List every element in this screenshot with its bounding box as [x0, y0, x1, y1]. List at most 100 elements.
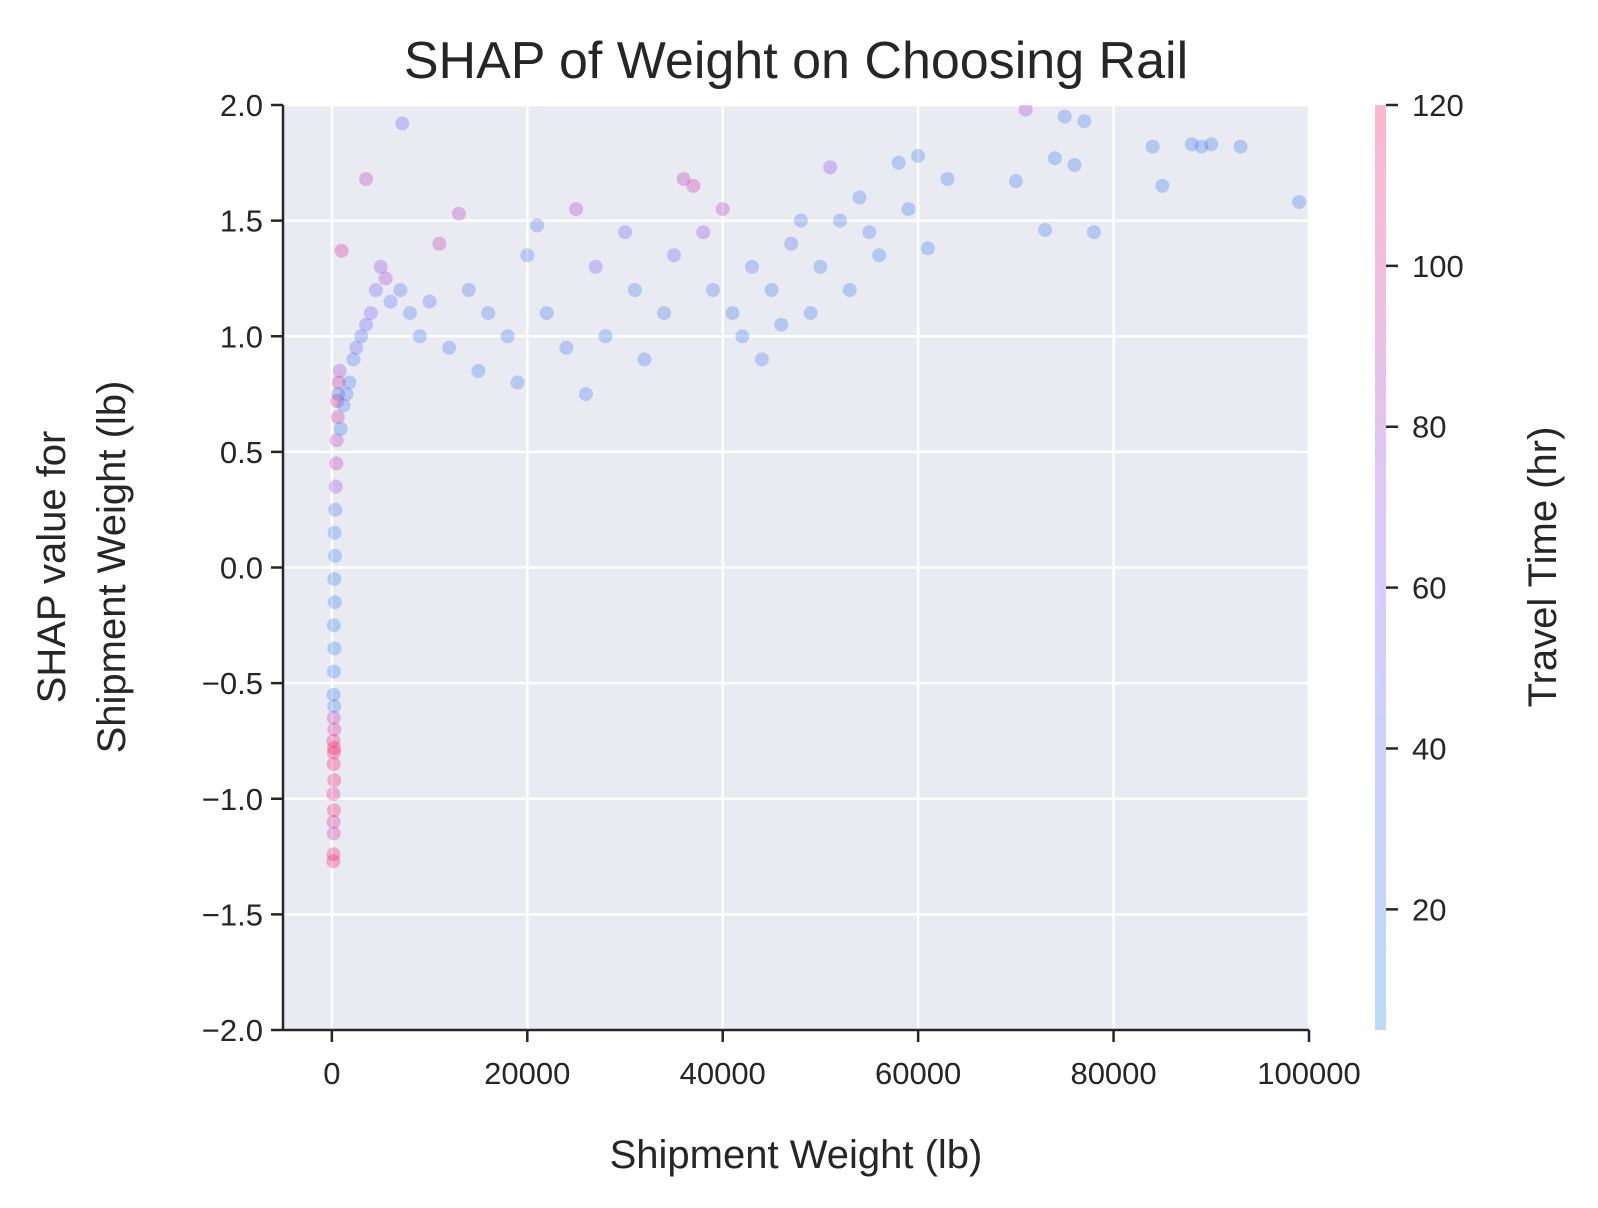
scatter-point: [1008, 174, 1023, 189]
scatter-point: [359, 172, 374, 186]
scatter-point: [510, 375, 525, 390]
scatter-point: [559, 340, 574, 355]
x-tick-label: 80000: [1070, 1056, 1156, 1091]
scatter-point: [326, 618, 341, 633]
scatter-point: [666, 248, 681, 263]
scatter-point: [412, 329, 427, 344]
scatter-point: [940, 172, 955, 186]
chart-title: SHAP of Weight on Choosing Rail: [404, 32, 1188, 90]
scatter-point: [328, 548, 342, 563]
colorbar-tick-label: 80: [1412, 410, 1446, 445]
scatter-point: [332, 363, 347, 378]
scatter-point: [395, 116, 410, 131]
scatter-point: [686, 178, 701, 193]
scatter-point: [327, 572, 342, 587]
scatter-point: [359, 317, 374, 332]
y-tick-label: −1.0: [202, 782, 263, 817]
scatter-point: [333, 421, 348, 436]
scatter-point: [852, 190, 867, 205]
scatter-point: [578, 387, 593, 402]
y-tick-label: 1.5: [220, 204, 263, 239]
colorbar-tick-label: 120: [1412, 88, 1464, 123]
scatter-point: [764, 283, 779, 297]
y-tick-label: −1.5: [202, 897, 263, 932]
y-tick-label: 2.0: [220, 88, 263, 123]
scatter-point: [803, 306, 818, 321]
scatter-point: [432, 236, 447, 251]
scatter-point: [329, 433, 344, 448]
scatter-point: [331, 375, 346, 390]
scatter-point: [339, 387, 354, 402]
colorbar-tick-label: 40: [1412, 731, 1446, 766]
colorbar-tick-label: 20: [1412, 892, 1446, 927]
scatter-point: [1204, 137, 1219, 152]
scatter-point: [872, 248, 887, 263]
scatter-point: [627, 283, 642, 297]
scatter-point: [1145, 139, 1160, 154]
scatter-point: [911, 148, 926, 163]
scatter-point: [327, 664, 341, 679]
scatter-point: [326, 745, 341, 760]
scatter-point: [336, 398, 351, 413]
scatter-point: [813, 259, 828, 274]
scatter-point: [1067, 158, 1082, 173]
scatter-point: [823, 160, 838, 175]
scatter-point: [368, 283, 383, 297]
scatter-point: [1018, 105, 1033, 117]
colorbar: [1375, 105, 1386, 1030]
scatter-point: [326, 710, 341, 725]
scatter-point: [393, 283, 408, 297]
scatter-point: [326, 757, 341, 772]
scatter-point: [539, 306, 554, 321]
scatter-point: [451, 206, 466, 221]
scatter-point: [328, 502, 343, 517]
x-tick-label: 0: [323, 1056, 340, 1091]
scatter-point: [774, 317, 789, 332]
y-tick-label: 0.0: [220, 551, 263, 586]
scatter-point: [891, 155, 906, 170]
scatter-point: [696, 225, 711, 240]
y-axis-label-line-1: SHAP value for: [30, 431, 74, 704]
scatter-point: [676, 172, 691, 186]
scatter-point: [326, 847, 341, 862]
scatter-point: [327, 740, 342, 755]
colorbar-tick-label: 100: [1412, 249, 1464, 284]
scatter-point: [326, 687, 341, 702]
colorbar-tick-label: 60: [1412, 571, 1446, 606]
scatter-point: [500, 329, 515, 344]
scatter-point: [378, 271, 393, 286]
scatter-point: [326, 787, 341, 802]
scatter-point: [735, 329, 750, 344]
scatter-point: [327, 699, 342, 714]
scatter-point: [461, 283, 476, 297]
scatter-point: [1057, 109, 1072, 124]
scatter-point: [520, 248, 535, 263]
scatter-point: [442, 340, 457, 355]
scatter-point: [342, 375, 357, 390]
scatter-point: [403, 306, 417, 321]
scatter-point: [330, 410, 345, 425]
scatter-point: [833, 213, 847, 228]
scatter-point: [346, 352, 361, 367]
scatter-point: [373, 259, 388, 274]
scatter-point: [569, 202, 584, 217]
scatter-point: [1292, 195, 1307, 210]
scatter-point: [471, 363, 486, 378]
y-tick-label: 1.0: [220, 319, 263, 354]
scatter-point: [1184, 137, 1199, 152]
scatter-point: [1038, 222, 1053, 237]
scatter-point: [745, 259, 759, 274]
scatter-point: [327, 722, 342, 737]
colorbar-ticks: 20 40 60 80 100 120: [1386, 88, 1464, 927]
scatter-point: [331, 387, 346, 402]
scatter-point: [334, 243, 349, 258]
scatter-point: [349, 340, 364, 355]
scatter-point: [481, 306, 496, 321]
scatter-point: [327, 525, 342, 540]
scatter-point: [383, 294, 398, 309]
scatter-point: [327, 773, 342, 788]
scatter-point: [1087, 225, 1101, 240]
scatter-point: [329, 456, 344, 471]
scatter-point: [715, 202, 730, 217]
